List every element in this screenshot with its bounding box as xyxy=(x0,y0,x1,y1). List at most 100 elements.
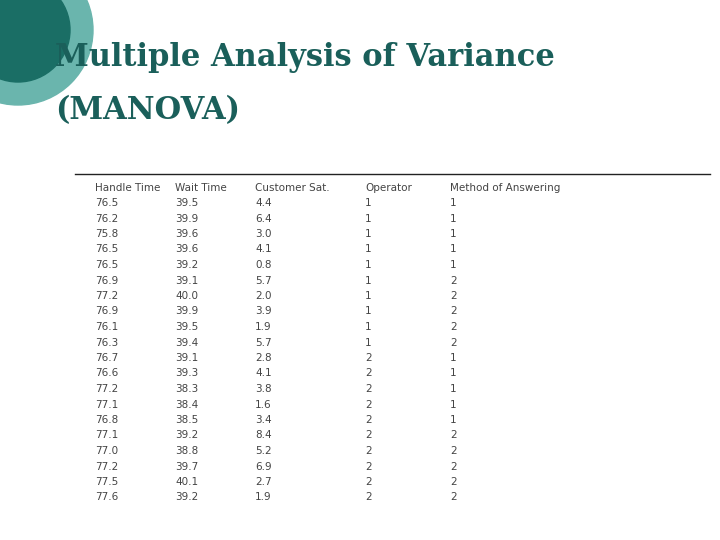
Text: 1: 1 xyxy=(450,384,456,394)
Text: 39.7: 39.7 xyxy=(175,462,198,471)
Text: 1: 1 xyxy=(450,353,456,363)
Text: Operator: Operator xyxy=(365,183,412,193)
Text: Multiple Analysis of Variance: Multiple Analysis of Variance xyxy=(55,42,555,73)
Text: 77.2: 77.2 xyxy=(95,291,118,301)
Text: 1.9: 1.9 xyxy=(255,492,271,503)
Text: Method of Answering: Method of Answering xyxy=(450,183,560,193)
Text: 76.6: 76.6 xyxy=(95,368,118,379)
Text: 3.4: 3.4 xyxy=(255,415,271,425)
Text: 2: 2 xyxy=(450,462,456,471)
Text: 38.5: 38.5 xyxy=(175,415,198,425)
Text: 76.9: 76.9 xyxy=(95,275,118,286)
Text: 2: 2 xyxy=(450,307,456,316)
Text: 2: 2 xyxy=(365,415,372,425)
Text: 2: 2 xyxy=(365,400,372,409)
Text: 4.4: 4.4 xyxy=(255,198,271,208)
Text: 39.6: 39.6 xyxy=(175,229,198,239)
Text: 76.5: 76.5 xyxy=(95,260,118,270)
Text: 3.0: 3.0 xyxy=(255,229,271,239)
Text: 2: 2 xyxy=(365,368,372,379)
Text: 2: 2 xyxy=(450,477,456,487)
Text: 1: 1 xyxy=(365,260,372,270)
Text: 1: 1 xyxy=(450,229,456,239)
Text: 38.4: 38.4 xyxy=(175,400,198,409)
Text: 2: 2 xyxy=(450,430,456,441)
Text: 5.2: 5.2 xyxy=(255,446,271,456)
Text: (MANOVA): (MANOVA) xyxy=(55,95,240,126)
Text: 4.1: 4.1 xyxy=(255,368,271,379)
Text: 39.1: 39.1 xyxy=(175,275,198,286)
Text: 1: 1 xyxy=(365,291,372,301)
Text: 1: 1 xyxy=(365,322,372,332)
Text: 1: 1 xyxy=(450,260,456,270)
Text: 1.6: 1.6 xyxy=(255,400,271,409)
Text: 39.6: 39.6 xyxy=(175,245,198,254)
Text: 76.5: 76.5 xyxy=(95,245,118,254)
Text: 1: 1 xyxy=(450,213,456,224)
Text: 77.1: 77.1 xyxy=(95,400,118,409)
Text: 8.4: 8.4 xyxy=(255,430,271,441)
Text: 2: 2 xyxy=(450,275,456,286)
Text: 2: 2 xyxy=(365,353,372,363)
Text: 2.7: 2.7 xyxy=(255,477,271,487)
Text: 2: 2 xyxy=(450,492,456,503)
Text: 39.9: 39.9 xyxy=(175,307,198,316)
Text: 77.6: 77.6 xyxy=(95,492,118,503)
Text: 1: 1 xyxy=(365,213,372,224)
Text: 39.3: 39.3 xyxy=(175,368,198,379)
Text: 77.5: 77.5 xyxy=(95,477,118,487)
Text: 76.2: 76.2 xyxy=(95,213,118,224)
Text: 4.1: 4.1 xyxy=(255,245,271,254)
Text: 1: 1 xyxy=(450,400,456,409)
Text: 5.7: 5.7 xyxy=(255,275,271,286)
Text: 3.9: 3.9 xyxy=(255,307,271,316)
Text: 39.5: 39.5 xyxy=(175,322,198,332)
Text: 75.8: 75.8 xyxy=(95,229,118,239)
Text: 1: 1 xyxy=(365,198,372,208)
Text: 39.2: 39.2 xyxy=(175,492,198,503)
Text: 0.8: 0.8 xyxy=(255,260,271,270)
Text: 2: 2 xyxy=(365,384,372,394)
Text: 76.9: 76.9 xyxy=(95,307,118,316)
Text: 2: 2 xyxy=(365,462,372,471)
Text: 40.1: 40.1 xyxy=(175,477,198,487)
Text: 6.4: 6.4 xyxy=(255,213,271,224)
Text: 2: 2 xyxy=(365,477,372,487)
Text: 1: 1 xyxy=(365,275,372,286)
Text: 1: 1 xyxy=(450,198,456,208)
Text: 76.1: 76.1 xyxy=(95,322,118,332)
Text: 76.8: 76.8 xyxy=(95,415,118,425)
Text: 3.8: 3.8 xyxy=(255,384,271,394)
Text: 2: 2 xyxy=(450,322,456,332)
Text: 77.1: 77.1 xyxy=(95,430,118,441)
Text: 76.5: 76.5 xyxy=(95,198,118,208)
Text: 38.3: 38.3 xyxy=(175,384,198,394)
Text: 39.4: 39.4 xyxy=(175,338,198,348)
Circle shape xyxy=(0,0,93,105)
Text: 39.1: 39.1 xyxy=(175,353,198,363)
Text: Wait Time: Wait Time xyxy=(175,183,227,193)
Text: Customer Sat.: Customer Sat. xyxy=(255,183,330,193)
Text: 1: 1 xyxy=(450,245,456,254)
Text: 76.7: 76.7 xyxy=(95,353,118,363)
Text: 39.5: 39.5 xyxy=(175,198,198,208)
Text: 77.0: 77.0 xyxy=(95,446,118,456)
Text: 2: 2 xyxy=(365,492,372,503)
Text: 76.3: 76.3 xyxy=(95,338,118,348)
Text: 5.7: 5.7 xyxy=(255,338,271,348)
Text: 2: 2 xyxy=(450,446,456,456)
Text: 1: 1 xyxy=(365,307,372,316)
Text: 6.9: 6.9 xyxy=(255,462,271,471)
Text: 2: 2 xyxy=(450,338,456,348)
Text: 77.2: 77.2 xyxy=(95,462,118,471)
Text: 1: 1 xyxy=(450,415,456,425)
Text: 38.8: 38.8 xyxy=(175,446,198,456)
Text: 1: 1 xyxy=(365,338,372,348)
Text: 1: 1 xyxy=(450,368,456,379)
Text: 39.2: 39.2 xyxy=(175,260,198,270)
Text: 39.2: 39.2 xyxy=(175,430,198,441)
Text: Handle Time: Handle Time xyxy=(95,183,161,193)
Text: 2: 2 xyxy=(365,430,372,441)
Circle shape xyxy=(0,0,70,82)
Text: 2.0: 2.0 xyxy=(255,291,271,301)
